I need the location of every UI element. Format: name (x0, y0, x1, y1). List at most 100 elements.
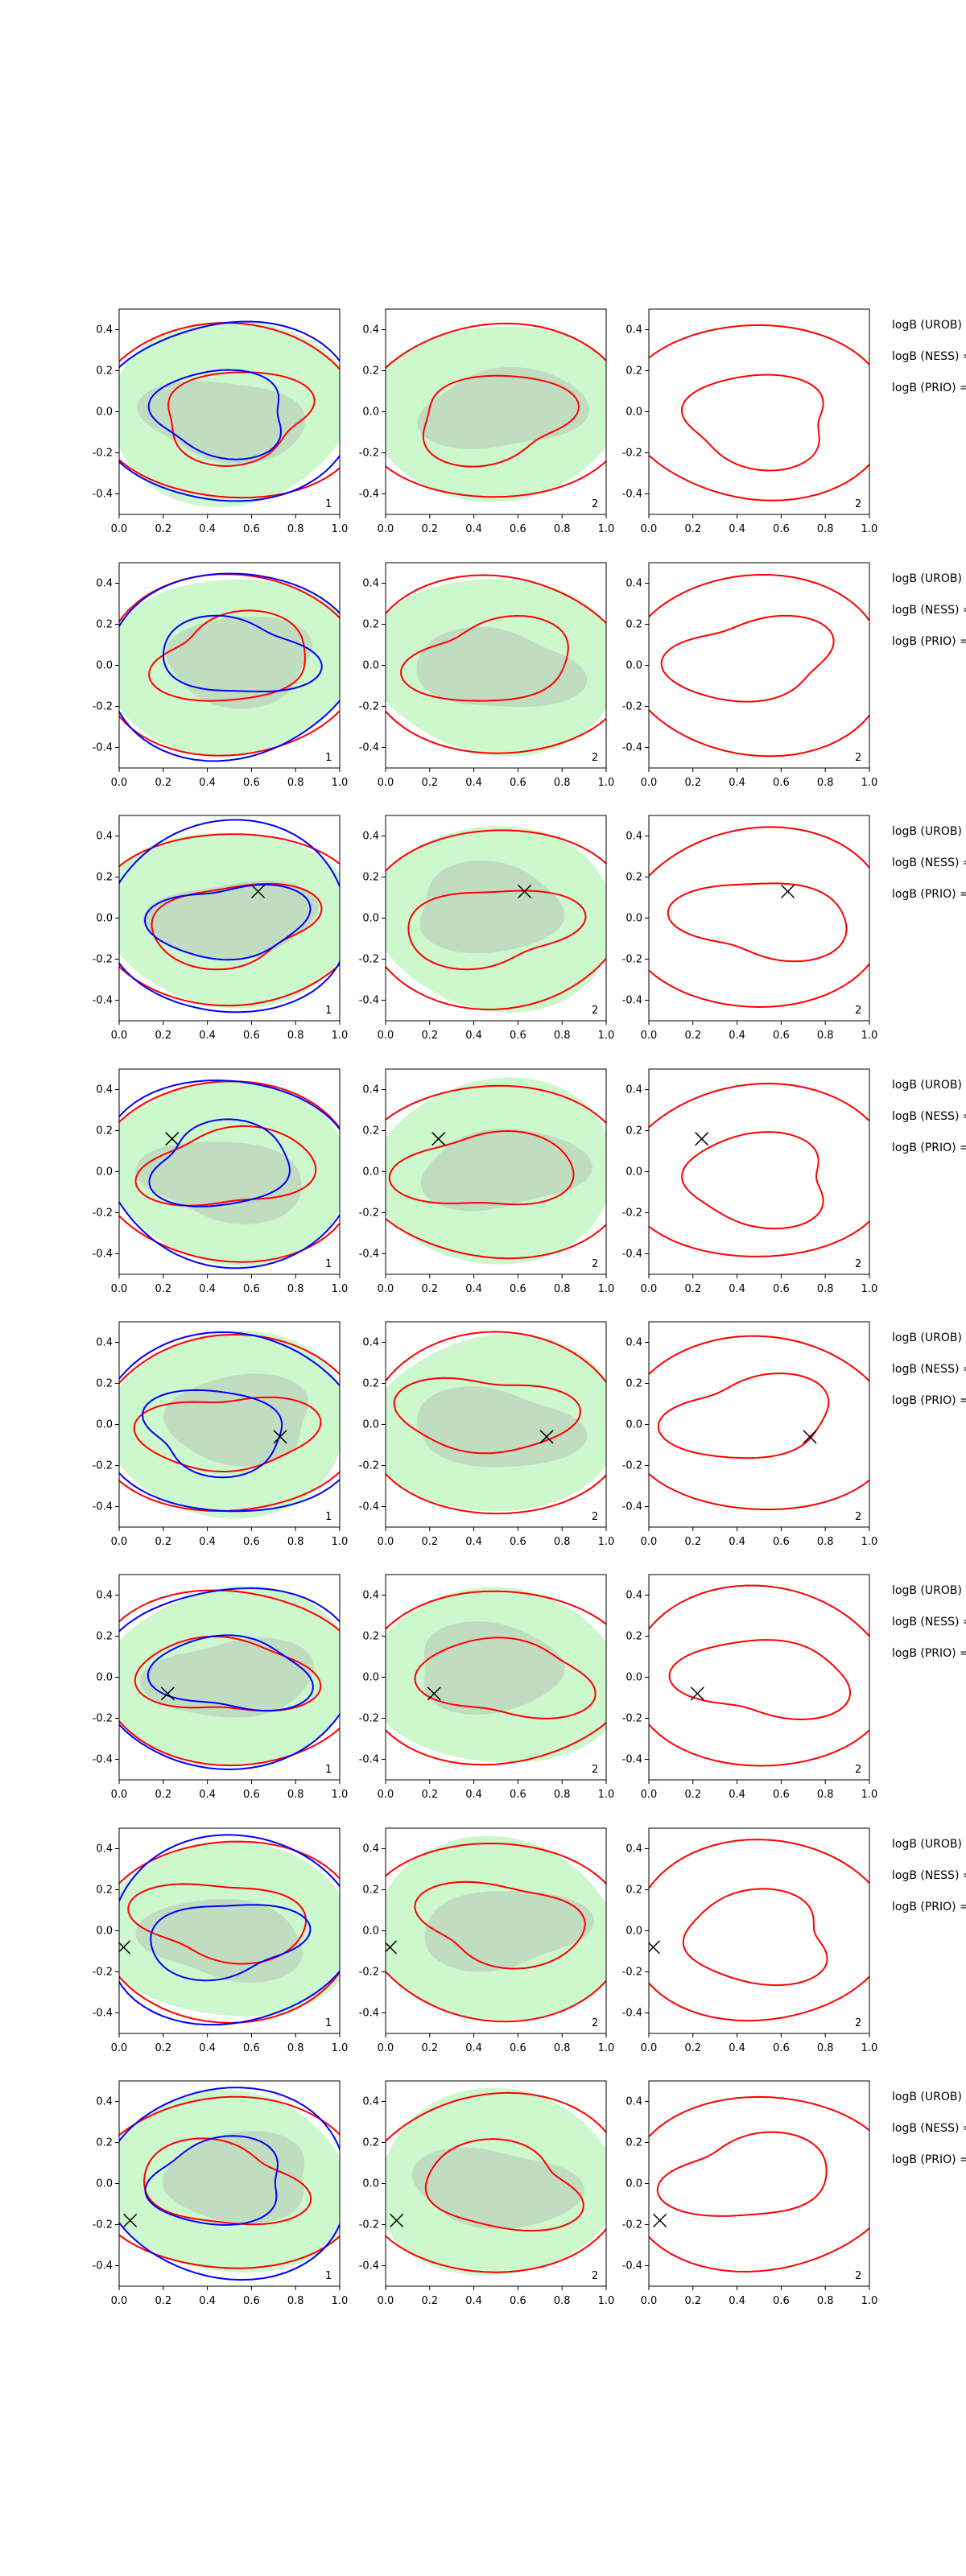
panel-label: 2 (592, 2270, 598, 2282)
x-tick-label: 0.2 (155, 1283, 171, 1295)
red-inner-contour (134, 1125, 317, 1207)
x-tick-label: 1.0 (598, 1283, 615, 1295)
x-tick-label: 0.0 (641, 2042, 658, 2054)
plot-area (649, 826, 869, 1009)
x-tick-label: 0.4 (465, 2295, 482, 2307)
y-tick-label: 0.2 (96, 619, 113, 631)
x-tick-label: 0.2 (684, 2295, 701, 2307)
red-inner-contour (681, 1131, 824, 1230)
legend-row-6: logB (UROB) = logB (NESS) = logB (PRIO) = (892, 1584, 966, 1660)
true-value-marker (518, 884, 532, 898)
x-tick-label: 1.0 (332, 1789, 349, 1801)
y-tick-label: 0.2 (362, 872, 379, 884)
x-tick-label: 0.4 (465, 1789, 482, 1801)
y-tick-label: -0.4 (622, 995, 642, 1007)
x-tick-label: 0.2 (684, 777, 701, 789)
y-tick-label: 0.0 (362, 1926, 379, 1938)
red-inner-contour (682, 1888, 828, 1987)
panel-label: 2 (592, 1511, 598, 1523)
legend-label: logB (PRIO) = (892, 382, 966, 394)
x-tick-label: 1.0 (332, 2295, 349, 2307)
panel-label: 2 (592, 752, 598, 764)
x-tick-label: 0.6 (510, 2295, 526, 2307)
legend-label: logB (PRIO) = (892, 888, 966, 901)
y-tick-label: 0.2 (96, 1378, 113, 1390)
legend-label: logB (NESS) = (892, 1616, 966, 1629)
y-tick-label: 0.2 (96, 365, 113, 378)
y-tick-label: 0.0 (625, 1419, 642, 1431)
legend-label: logB (UROB) = (892, 1331, 966, 1344)
y-tick-label: 0.4 (625, 324, 642, 336)
x-tick-label: 0.8 (287, 523, 304, 535)
x-tick-label: 0.0 (641, 1789, 658, 1801)
y-tick-label: -0.4 (622, 1754, 642, 1766)
y-tick-label: -0.2 (359, 1460, 379, 1472)
y-tick-label: 0.4 (362, 578, 379, 590)
panel-label: 2 (855, 752, 861, 764)
x-tick-label: 0.4 (465, 777, 482, 789)
y-tick-label: -0.4 (93, 1501, 113, 1513)
panel-label: 1 (325, 2270, 332, 2282)
x-tick-label: 0.8 (554, 1030, 571, 1042)
x-tick-label: 0.2 (421, 1789, 438, 1801)
y-tick-label: -0.2 (93, 1460, 113, 1472)
x-tick-label: 0.2 (155, 1030, 171, 1042)
y-tick-label: -0.2 (93, 1967, 113, 1979)
true-value-marker (160, 1686, 175, 1701)
panel-label: 2 (592, 498, 598, 510)
x-tick-label: 0.0 (111, 2042, 128, 2054)
panel-r3-c2: 0.0 0.2 0.4 0.6 0.8 1.0 0.4 0.2 0.0 -0.2 -0.4 2 (359, 815, 615, 1042)
legend-label: logB (NESS) = (892, 350, 966, 363)
x-tick-label: 0.6 (243, 523, 260, 535)
x-tick-label: 1.0 (861, 523, 878, 535)
y-tick-label: 0.2 (625, 1885, 642, 1897)
true-value-marker (427, 1686, 441, 1701)
red-inner-contour (660, 614, 835, 703)
blue-inner-contour (147, 1634, 314, 1711)
panel-r3-c3: 0.0 0.2 0.4 0.6 0.8 1.0 0.4 0.2 0.0 -0.2 -0.4 2 (622, 815, 877, 1042)
blue-outer-contour (119, 819, 340, 1013)
plot-area (119, 819, 340, 1013)
y-tick-label: 0.2 (362, 619, 379, 631)
plot-area (386, 1835, 606, 2023)
plot-area (386, 574, 606, 757)
plot-area (386, 1587, 606, 1766)
red-inner-contour (407, 890, 587, 971)
y-tick-label: 0.2 (625, 2137, 642, 2149)
true-value-marker (251, 884, 266, 898)
red-inner-contour (148, 609, 306, 702)
panel-label: 1 (325, 1258, 332, 1270)
x-tick-label: 0.4 (465, 2042, 482, 2054)
blue-outer-contour (119, 320, 340, 502)
y-tick-label: 0.4 (362, 1084, 379, 1096)
panel-r1-c2: 0.0 0.2 0.4 0.6 0.8 1.0 0.4 0.2 0.0 -0.2 -0.4 2 (359, 308, 614, 535)
x-tick-label: 0.2 (155, 1536, 171, 1548)
x-tick-label: 0.8 (287, 2295, 304, 2307)
blue-inner-contour (143, 884, 312, 961)
y-tick-label: 0.0 (96, 407, 113, 419)
red-inner-contour (143, 2137, 312, 2226)
x-tick-label: 0.6 (773, 1030, 790, 1042)
panel-r4-c2: 0.0 0.2 0.4 0.6 0.8 1.0 0.4 0.2 0.0 -0.2 -0.4 2 (359, 1068, 615, 1295)
inner-region (137, 381, 306, 464)
red-outer-contour (649, 2095, 869, 2273)
x-tick-label: 0.8 (554, 2042, 571, 2054)
y-tick-label: 0.2 (625, 872, 642, 884)
y-tick-label: -0.4 (93, 1249, 113, 1261)
x-tick-label: 1.0 (598, 1030, 615, 1042)
y-tick-label: 0.2 (625, 365, 642, 378)
y-tick-label: 0.0 (625, 2178, 642, 2190)
x-tick-label: 0.0 (378, 1789, 394, 1801)
true-value-marker (273, 1430, 287, 1444)
panel-r7-c3: 0.0 0.2 0.4 0.6 0.8 1.0 0.4 0.2 0.0 -0.2 -0.4 2 (622, 1827, 877, 2054)
y-tick-label: -0.4 (622, 742, 642, 754)
y-tick-label: 0.2 (362, 2137, 379, 2149)
x-tick-label: 0.0 (641, 523, 658, 535)
y-tick-label: 0.4 (96, 1084, 113, 1096)
y-tick-label: 0.0 (96, 1419, 113, 1431)
y-tick-label: -0.4 (359, 1754, 379, 1766)
y-tick-label: -0.4 (359, 995, 379, 1007)
y-tick-label: 0.0 (625, 660, 642, 672)
y-tick-label: 0.2 (96, 2137, 113, 2149)
